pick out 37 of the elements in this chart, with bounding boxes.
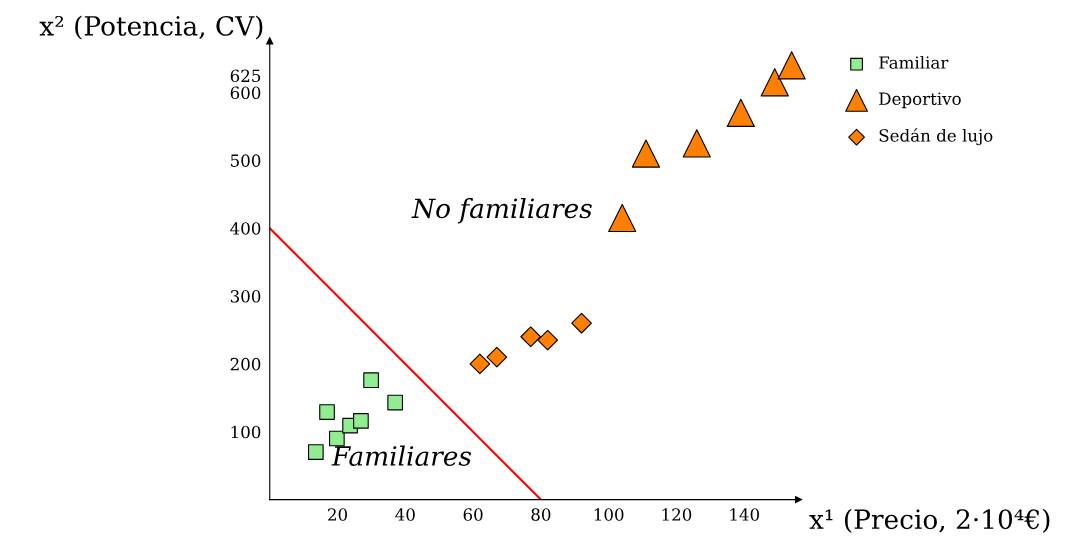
y-axis-title: x² (Potencia, CV) xyxy=(39,15,263,40)
legend-label: Deportivo xyxy=(879,92,961,109)
annotation: No familiares xyxy=(411,197,592,224)
point xyxy=(486,346,508,368)
x-tick-label: 140 xyxy=(730,508,760,521)
x-tick-label: 20 xyxy=(328,508,348,521)
point xyxy=(726,98,755,127)
point xyxy=(308,444,324,460)
x-tick-label: 100 xyxy=(594,508,624,521)
x-tick-label: 80 xyxy=(531,508,551,521)
point xyxy=(469,353,491,375)
point xyxy=(387,394,403,411)
legend-label: Familiar xyxy=(879,55,949,69)
y-tick-label: 400 xyxy=(230,222,261,235)
point xyxy=(631,139,661,168)
y-tick-label: 600 xyxy=(230,86,261,100)
point xyxy=(682,129,711,158)
x-axis-title: x¹ (Precio, 2·10⁴€) xyxy=(809,508,1050,533)
point xyxy=(608,203,637,233)
point xyxy=(571,312,592,334)
y-tick-label: 100 xyxy=(231,425,261,439)
y-tick-label: 500 xyxy=(231,154,261,167)
point xyxy=(537,329,559,351)
y-tick-label: 200 xyxy=(230,357,261,371)
y-tick-label: 300 xyxy=(230,290,261,303)
point xyxy=(319,404,335,420)
legend-label: Sedán de lujo xyxy=(879,128,993,146)
point xyxy=(777,51,806,80)
y-tick-label: 625 xyxy=(230,69,261,83)
x-tick-label: 40 xyxy=(395,508,415,521)
annotation: Familiares xyxy=(331,445,472,466)
point xyxy=(520,326,542,348)
x-tick-label: 60 xyxy=(463,508,483,521)
point xyxy=(353,413,369,429)
point xyxy=(363,372,379,389)
x-tick-label: 120 xyxy=(662,508,692,521)
point xyxy=(760,68,789,97)
